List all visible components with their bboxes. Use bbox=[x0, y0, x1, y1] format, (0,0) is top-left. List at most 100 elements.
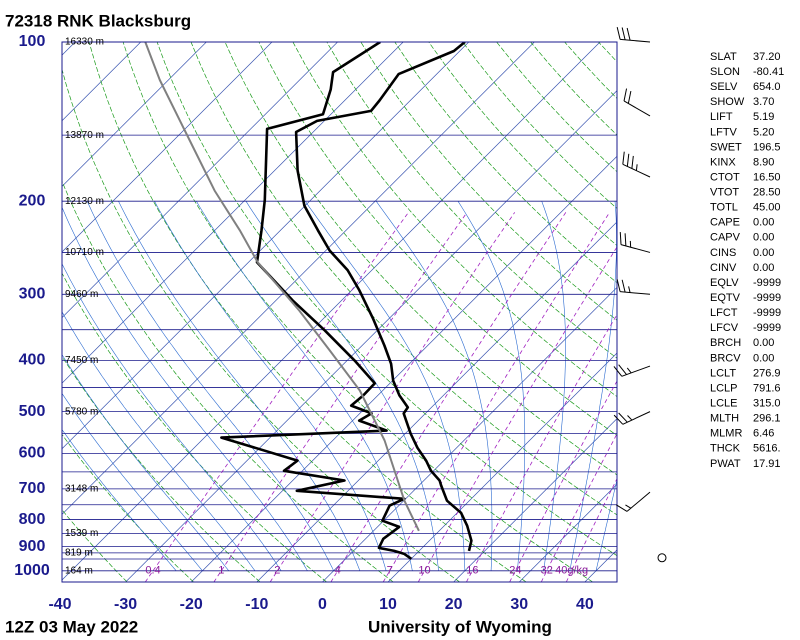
x-tick-label: -20 bbox=[180, 596, 203, 613]
index-value: 196.5 bbox=[753, 141, 781, 153]
y-tick-label: 300 bbox=[19, 286, 46, 303]
index-name: SLON bbox=[710, 66, 740, 78]
barb-full bbox=[621, 27, 626, 40]
parcel-line bbox=[144, 42, 420, 532]
index-name: LFCV bbox=[710, 322, 739, 334]
x-tick-label: 40 bbox=[576, 596, 594, 613]
index-value: 0.00 bbox=[753, 232, 774, 244]
moist-adiabat bbox=[595, 478, 617, 571]
index-value: -9999 bbox=[753, 277, 781, 289]
index-name: SLAT bbox=[710, 51, 737, 63]
index-value: 276.9 bbox=[753, 367, 781, 379]
index-name: LIFT bbox=[710, 111, 733, 123]
barb-full bbox=[613, 366, 623, 377]
index-value: 5.19 bbox=[753, 111, 774, 123]
index-name: SELV bbox=[710, 81, 738, 93]
index-value: 315.0 bbox=[753, 398, 781, 410]
moist-adiabat bbox=[86, 201, 334, 571]
dry-adiabat bbox=[190, 42, 617, 516]
mixing-ratio-line bbox=[540, 433, 617, 582]
mixing-ratio-label: 32 bbox=[541, 565, 553, 577]
dry-adiabat bbox=[462, 42, 617, 209]
dry-adiabat bbox=[394, 42, 617, 284]
index-name: LFTV bbox=[710, 126, 738, 138]
index-name: VTOT bbox=[710, 187, 739, 199]
barb-half bbox=[625, 504, 632, 509]
x-tick-label: -30 bbox=[114, 596, 137, 613]
wind-barb bbox=[615, 491, 651, 512]
moist-adiabat bbox=[196, 201, 413, 571]
index-value: 0.00 bbox=[753, 247, 774, 259]
height-label: 1539 m bbox=[65, 528, 98, 539]
y-tick-label: 500 bbox=[19, 403, 46, 420]
index-value: 6.46 bbox=[753, 428, 774, 440]
isotherm bbox=[62, 42, 142, 122]
index-value: 16.50 bbox=[753, 171, 781, 183]
barb-half bbox=[628, 286, 631, 293]
index-value: 45.00 bbox=[753, 202, 781, 214]
mixing-ratio-label: 10 bbox=[418, 565, 430, 577]
y-tick-label: 900 bbox=[19, 538, 46, 555]
index-name: LCLE bbox=[710, 398, 738, 410]
barb-full bbox=[618, 364, 627, 375]
index-name: EQLV bbox=[710, 277, 739, 289]
wind-barb bbox=[616, 26, 651, 43]
index-value: 5616. bbox=[753, 443, 781, 455]
moist-adiabat bbox=[541, 201, 566, 571]
x-tick-label: 30 bbox=[510, 596, 528, 613]
mixing-ratio-label: 1 bbox=[218, 565, 224, 577]
isotherm bbox=[125, 90, 617, 582]
isotherm bbox=[518, 483, 617, 582]
height-label: 13870 m bbox=[65, 130, 104, 141]
index-name: CAPV bbox=[710, 232, 741, 244]
footer-source: University of Wyoming bbox=[368, 617, 552, 636]
wind-barb bbox=[616, 279, 651, 295]
index-name: LCLT bbox=[710, 367, 736, 379]
isotherm bbox=[62, 42, 601, 581]
index-name: THCK bbox=[710, 443, 741, 455]
dry-adiabat bbox=[88, 42, 527, 582]
x-tick-label: -10 bbox=[245, 596, 268, 613]
mixing-ratio-line bbox=[213, 212, 468, 582]
footer-date: 12Z 03 May 2022 bbox=[5, 617, 138, 636]
height-label: 12130 m bbox=[65, 196, 104, 207]
y-tick-label: 800 bbox=[19, 511, 46, 528]
index-name: KINX bbox=[710, 156, 736, 168]
height-label: 5780 m bbox=[65, 406, 98, 417]
wind-barb bbox=[657, 553, 667, 563]
x-tick-label: -40 bbox=[48, 596, 71, 613]
dry-adiabat bbox=[62, 272, 327, 582]
x-tick-label: 0 bbox=[318, 596, 327, 613]
mixing-ratio-line bbox=[144, 212, 409, 582]
wind-barb bbox=[613, 411, 651, 425]
height-label: 16330 m bbox=[65, 37, 104, 48]
isotherm bbox=[62, 42, 76, 56]
index-value: 28.50 bbox=[753, 187, 781, 199]
height-label: 9460 m bbox=[65, 289, 98, 300]
moist-adiabat bbox=[569, 201, 617, 571]
index-name: LCLP bbox=[710, 382, 738, 394]
wind-barb bbox=[622, 151, 651, 178]
index-name: TOTL bbox=[710, 202, 738, 214]
y-tick-label: 700 bbox=[19, 480, 46, 497]
isotherm bbox=[62, 42, 404, 384]
mixing-ratio-label: 7 bbox=[387, 565, 393, 577]
profile-line bbox=[294, 42, 473, 552]
barb-full bbox=[626, 27, 631, 41]
isotherm bbox=[0, 42, 10, 582]
moist-adiabat bbox=[457, 201, 526, 571]
index-value: 0.00 bbox=[753, 337, 774, 349]
barb-full bbox=[616, 26, 621, 40]
mixing-ratio-line bbox=[509, 380, 617, 582]
mixing-ratio-line bbox=[417, 246, 617, 582]
mixing-ratio-line bbox=[330, 212, 567, 582]
isotherm bbox=[62, 42, 338, 319]
barb-full bbox=[619, 232, 622, 245]
y-tick-label: 1000 bbox=[14, 562, 50, 579]
index-value: 0.00 bbox=[753, 217, 774, 229]
index-value: -9999 bbox=[753, 322, 781, 334]
isotherm bbox=[256, 221, 617, 582]
barb-full bbox=[622, 151, 625, 165]
isotherm bbox=[453, 418, 617, 582]
y-tick-label: 600 bbox=[19, 445, 46, 462]
